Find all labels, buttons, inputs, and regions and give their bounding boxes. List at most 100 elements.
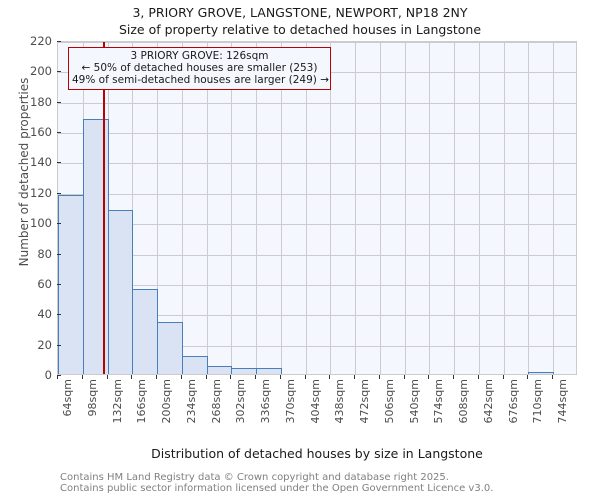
x-axis-tick-label: 574sqm <box>432 379 445 424</box>
histogram-bar <box>528 372 554 374</box>
y-axis-tick-label: 40 <box>37 307 52 322</box>
gridline-vertical <box>157 42 158 374</box>
y-axis-tick-label: 80 <box>37 246 52 261</box>
y-axis-tick-mark <box>57 132 61 134</box>
histogram-bar <box>132 288 158 374</box>
x-axis-tick-mark <box>453 375 454 379</box>
footer-line-1: Contains HM Land Registry data © Crown c… <box>60 472 449 483</box>
annotation-line-3: 49% of semi-detached houses are larger (… <box>72 74 329 86</box>
footer-line-2: Contains public sector information licen… <box>60 483 494 494</box>
y-axis-tick-mark <box>57 283 61 285</box>
y-axis-tick-mark <box>57 71 61 73</box>
gridline-vertical <box>231 42 232 374</box>
y-axis-tick-mark <box>57 344 61 346</box>
x-axis-tick-mark <box>57 375 58 379</box>
gridline-horizontal <box>58 315 576 317</box>
x-axis-tick-label: 370sqm <box>284 379 297 424</box>
gridline-vertical <box>306 42 307 374</box>
gridline-horizontal <box>58 284 576 286</box>
x-axis-tick-label: 166sqm <box>135 379 148 424</box>
x-axis-tick-mark <box>230 375 231 379</box>
gridline-horizontal <box>58 254 576 256</box>
x-axis-tick-label: 744sqm <box>556 379 569 424</box>
histogram-bar <box>157 322 183 374</box>
x-axis-tick-mark <box>156 375 157 379</box>
gridline-vertical <box>553 42 554 374</box>
gridline-vertical <box>182 42 183 374</box>
y-axis-tick-mark <box>57 41 61 42</box>
x-axis-title: Distribution of detached houses by size … <box>151 446 483 461</box>
y-axis-labels: 0 20 40 60 80 100 120 140 160 180 200 220 <box>0 34 52 382</box>
gridline-horizontal <box>58 163 576 165</box>
x-axis-tick-label: 472sqm <box>358 379 371 424</box>
y-axis-tick-mark <box>57 253 61 255</box>
gridline-vertical <box>429 42 430 374</box>
y-axis-tick-label: 180 <box>30 94 52 109</box>
histogram-bar <box>256 367 282 374</box>
property-size-marker-line <box>103 42 106 374</box>
gridline-horizontal <box>58 133 576 135</box>
x-axis-tick-mark <box>82 375 83 379</box>
x-axis-tick-label: 64sqm <box>61 379 74 417</box>
annotation-line-2: ← 50% of detached houses are smaller (25… <box>81 62 318 74</box>
x-axis-tick-mark <box>131 375 132 379</box>
gridline-vertical <box>454 42 455 374</box>
x-axis-tick-mark <box>503 375 504 379</box>
x-axis-tick-label: 268sqm <box>210 379 223 424</box>
y-axis-tick-label: 20 <box>37 337 52 352</box>
x-axis-tick-label: 336sqm <box>259 379 272 424</box>
x-axis-tick-mark <box>379 375 380 379</box>
gridline-vertical <box>207 42 208 374</box>
gridline-horizontal <box>58 193 576 195</box>
gridline-vertical <box>281 42 282 374</box>
gridline-vertical <box>355 42 356 374</box>
x-axis-tick-mark <box>255 375 256 379</box>
y-axis-tick-label: 160 <box>30 125 52 140</box>
x-axis-tick-label: 302sqm <box>234 379 247 424</box>
gridline-vertical <box>405 42 406 374</box>
x-axis-tick-label: 98sqm <box>86 379 99 417</box>
histogram-bar <box>231 367 257 374</box>
x-axis-tick-label: 506sqm <box>383 379 396 424</box>
x-axis-tick-label: 404sqm <box>309 379 322 424</box>
x-axis-tick-mark <box>527 375 528 379</box>
x-axis-tick-mark <box>280 375 281 379</box>
gridline-vertical <box>256 42 257 374</box>
y-axis-tick-label: 60 <box>37 276 52 291</box>
x-axis-tick-label: 608sqm <box>457 379 470 424</box>
x-axis-tick-label: 676sqm <box>507 379 520 424</box>
chart-title: 3, PRIORY GROVE, LANGSTONE, NEWPORT, NP1… <box>132 5 468 20</box>
gridline-horizontal <box>58 42 576 43</box>
x-axis-tick-mark <box>428 375 429 379</box>
x-axis-tick-label: 710sqm <box>531 379 544 424</box>
plot-area <box>57 41 577 375</box>
x-axis-tick-mark <box>181 375 182 379</box>
histogram-bar <box>182 355 208 374</box>
gridline-horizontal <box>58 102 576 104</box>
x-axis-tick-mark <box>107 375 108 379</box>
gridline-vertical <box>132 42 133 374</box>
y-axis-tick-label: 100 <box>30 216 52 231</box>
y-axis-tick-label: 200 <box>30 64 52 79</box>
chart-subtitle: Size of property relative to detached ho… <box>118 22 482 37</box>
y-axis-tick-label: 0 <box>44 368 52 382</box>
y-axis-tick-label: 120 <box>30 185 52 200</box>
histogram-bar <box>108 210 133 374</box>
gridline-vertical <box>504 42 505 374</box>
property-annotation-box: 3 PRIORY GROVE: 126sqm ← 50% of detached… <box>68 47 331 90</box>
x-axis-tick-mark <box>552 375 553 379</box>
x-axis-tick-label: 540sqm <box>408 379 421 424</box>
chart-title-block: 3, PRIORY GROVE, LANGSTONE, NEWPORT, NP1… <box>0 4 600 38</box>
gridline-horizontal <box>58 345 576 347</box>
y-axis-tick-label: 140 <box>30 155 52 170</box>
gridline-horizontal <box>58 224 576 226</box>
gridline-vertical <box>479 42 480 374</box>
x-axis-tick-label: 132sqm <box>111 379 124 424</box>
gridline-vertical <box>330 42 331 374</box>
annotation-line-1: 3 PRIORY GROVE: 126sqm <box>130 50 269 62</box>
x-axis-tick-mark <box>329 375 330 379</box>
x-axis-tick-mark <box>206 375 207 379</box>
x-axis-tick-label: 234sqm <box>185 379 198 424</box>
y-axis-tick-mark <box>57 101 61 103</box>
